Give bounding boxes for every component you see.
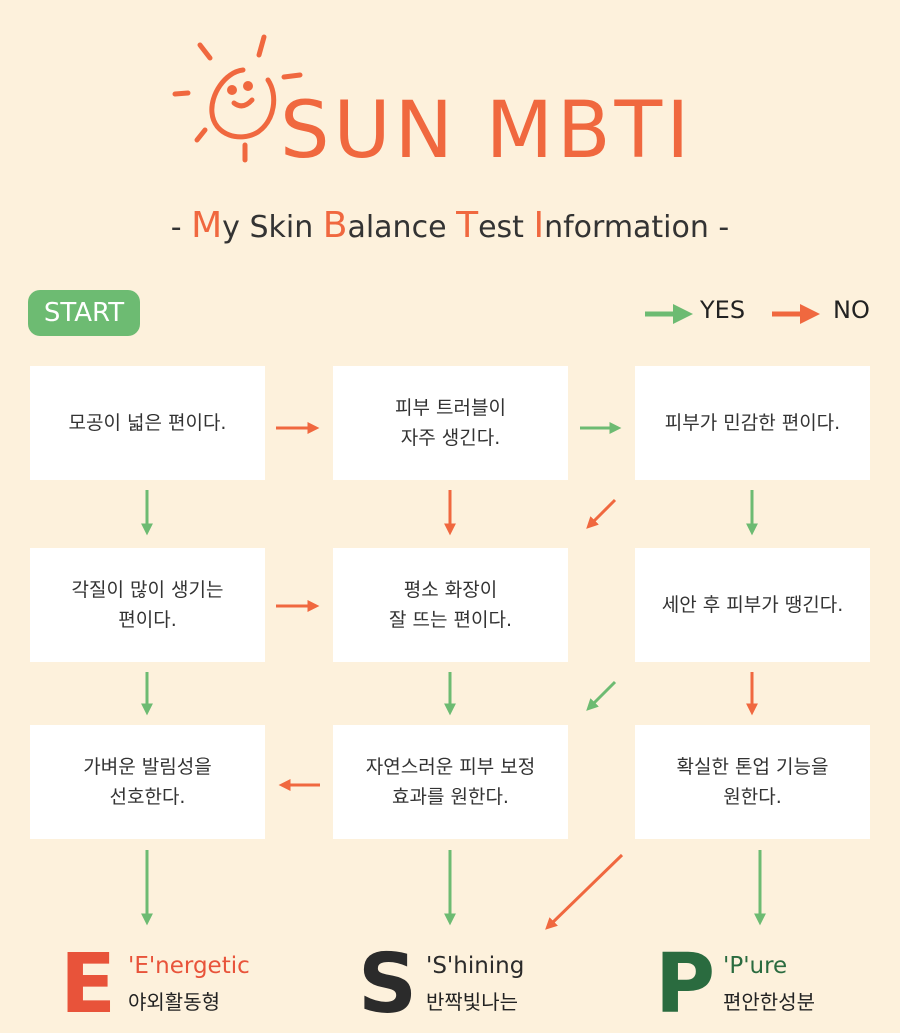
legend-no-label: NO — [833, 296, 870, 324]
subtitle-dash: - — [170, 210, 192, 245]
question-box: 세안 후 피부가 땡긴다. — [635, 548, 870, 662]
question-box: 평소 화장이 잘 뜨는 편이다. — [333, 548, 568, 662]
subtitle-word: alance — [347, 210, 457, 245]
question-box: 모공이 넓은 편이다. — [30, 366, 265, 480]
result-desc-e: 야외활동형 — [128, 990, 220, 1014]
subtitle-initial: M — [191, 205, 223, 246]
result-name-s: 'S'hining — [426, 953, 525, 979]
result-letter-p: P — [655, 937, 716, 1032]
arrow-q3-q5-no — [586, 498, 617, 529]
question-box: 각질이 많이 생기는 편이다. — [30, 548, 265, 662]
subtitle-word: nformation — [544, 210, 709, 245]
subtitle-initial: I — [533, 205, 545, 246]
page-subtitle: - My Skin Balance Test Information - — [0, 205, 900, 246]
subtitle-word: est — [478, 210, 534, 245]
result-name-p: 'P'ure — [723, 953, 788, 979]
question-box: 피부가 민감한 편이다. — [635, 366, 870, 480]
question-box: 가벼운 발림성을 선호한다. — [30, 725, 265, 839]
page-title: SUN MBTI — [280, 86, 694, 176]
arrow-q6-q8-yes — [586, 680, 617, 711]
question-box: 자연스러운 피부 보정 효과를 원한다. — [333, 725, 568, 839]
result-desc-p: 편안한성분 — [723, 990, 815, 1014]
subtitle-initial: T — [456, 205, 479, 246]
subtitle-initial: B — [322, 205, 348, 246]
legend-yes-label: YES — [700, 296, 746, 324]
result-letter-s: S — [358, 937, 418, 1032]
start-badge: START — [28, 290, 140, 336]
question-box: 피부 트러블이 자주 생긴다. — [333, 366, 568, 480]
arrow-q9-s-no — [545, 853, 624, 930]
question-box: 확실한 톤업 기능을 원한다. — [635, 725, 870, 839]
sun-logo-icon — [172, 34, 303, 163]
result-name-e: 'E'nergetic — [128, 953, 250, 979]
result-letter-e: E — [60, 937, 117, 1032]
subtitle-dash: - — [708, 210, 730, 245]
result-desc-s: 반짝빛나는 — [426, 990, 518, 1014]
subtitle-word: y Skin — [222, 210, 323, 245]
